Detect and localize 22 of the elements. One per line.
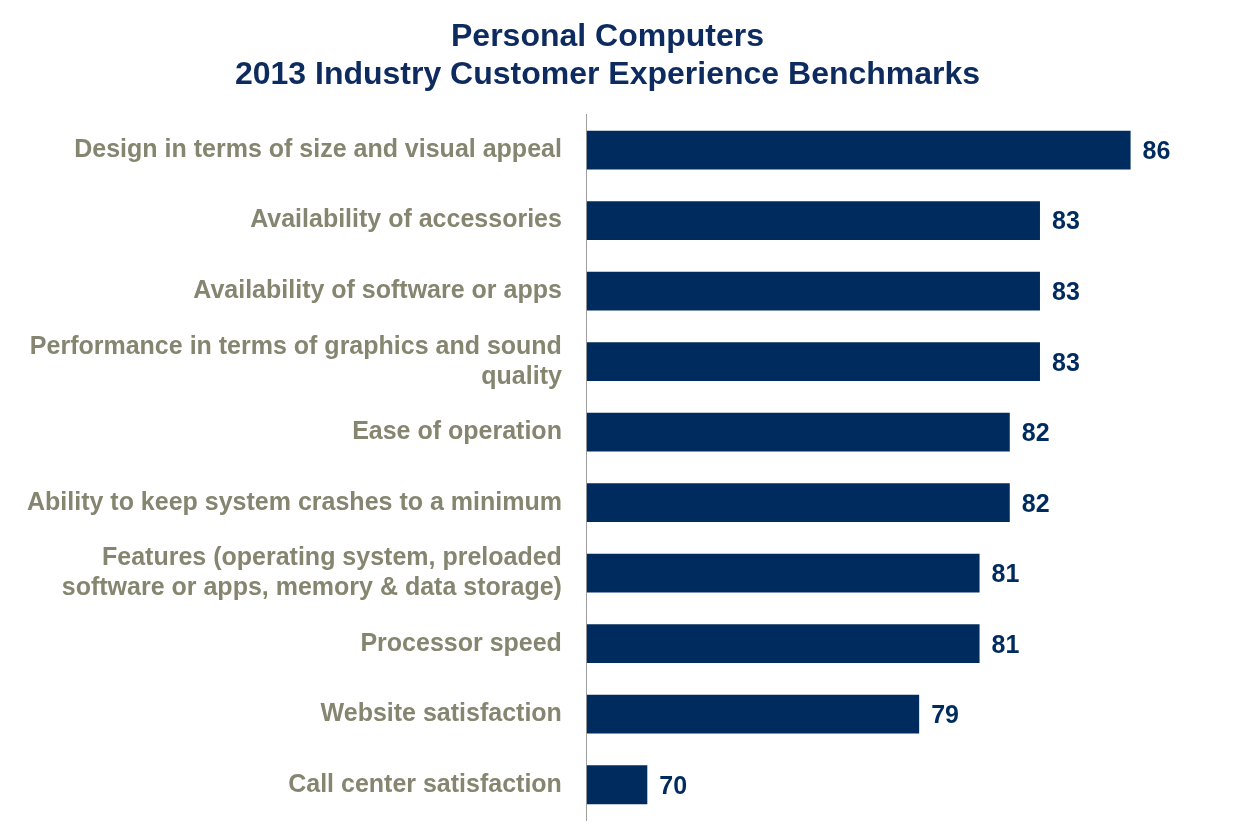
y-tick-label: Availability of software or apps: [193, 274, 562, 303]
data-label: 83: [1051, 206, 1080, 235]
data-label: 70: [659, 770, 688, 799]
data-label: 81: [991, 559, 1020, 588]
data-label: 86: [1142, 135, 1171, 164]
y-tick-label: Website satisfaction: [320, 698, 562, 727]
y-tick-label: Features (operating system, preloaded software or apps, memory & data storage): [61, 542, 562, 601]
y-tick-label: Performance in terms of graphics and sound quality: [29, 330, 562, 389]
data-label: 82: [1021, 488, 1050, 517]
data-label: 79: [931, 700, 959, 729]
data-label: 82: [1021, 418, 1050, 447]
text: Personal Computers: [451, 17, 764, 54]
y-tick-label: Availability of accessories: [250, 204, 562, 233]
y-tick-label: Call center satisfaction: [288, 768, 562, 797]
y-tick-label: Design in terms of size and visual appeal: [74, 133, 562, 162]
data-label: 83: [1051, 276, 1080, 305]
data-label: 83: [1051, 347, 1080, 376]
y-tick-label: Processor speed: [360, 627, 562, 656]
text: 2013 Industry Customer Experience Benchmarks: [234, 55, 981, 92]
y-tick-label: Ability to keep system crashes to a minimum: [26, 486, 562, 515]
data-label: 81: [991, 629, 1020, 658]
y-tick-label: Ease of operation: [352, 416, 562, 445]
